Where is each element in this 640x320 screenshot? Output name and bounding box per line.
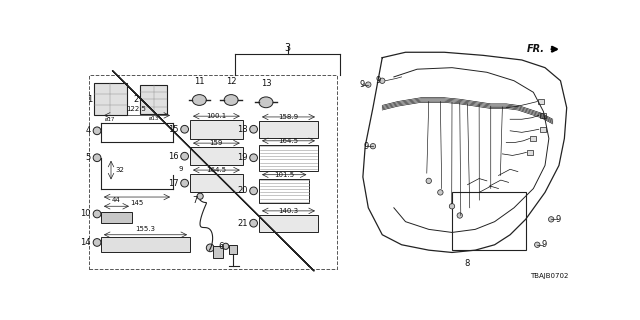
Circle shape — [223, 243, 229, 249]
Circle shape — [250, 187, 257, 195]
Text: ø13: ø13 — [148, 116, 159, 120]
Bar — [90, 75, 337, 269]
Circle shape — [250, 125, 257, 133]
Bar — [527, 150, 533, 155]
Bar — [452, 192, 525, 250]
Text: 7: 7 — [193, 196, 198, 204]
Text: 19: 19 — [237, 153, 248, 162]
Circle shape — [180, 179, 189, 187]
Bar — [190, 147, 243, 165]
Circle shape — [93, 127, 101, 135]
Bar — [540, 113, 546, 118]
Text: 13: 13 — [260, 79, 271, 88]
Text: 2: 2 — [134, 95, 139, 104]
Text: 100.1: 100.1 — [206, 113, 227, 119]
Text: 6: 6 — [218, 242, 223, 251]
Bar — [259, 179, 309, 203]
Text: 16: 16 — [168, 152, 179, 161]
Circle shape — [365, 82, 371, 87]
Text: 12: 12 — [226, 77, 236, 86]
Text: 8: 8 — [465, 259, 470, 268]
Bar — [531, 136, 536, 141]
Text: 159: 159 — [210, 140, 223, 146]
Bar — [538, 99, 544, 104]
Bar — [190, 174, 243, 192]
Text: 155.3: 155.3 — [135, 226, 155, 232]
Text: 11: 11 — [194, 77, 205, 86]
Circle shape — [93, 210, 101, 218]
Bar — [213, 246, 223, 258]
Text: 4: 4 — [86, 126, 91, 135]
Circle shape — [548, 217, 554, 222]
Text: 5: 5 — [86, 153, 91, 162]
Text: 18: 18 — [237, 125, 248, 134]
Text: 3: 3 — [285, 43, 291, 53]
Bar — [259, 121, 318, 138]
Circle shape — [250, 154, 257, 162]
Bar — [540, 127, 546, 132]
Text: 20: 20 — [237, 186, 248, 195]
Bar — [101, 212, 132, 223]
Bar — [259, 215, 318, 232]
Bar — [229, 245, 237, 254]
Circle shape — [380, 78, 385, 84]
Text: 9: 9 — [376, 76, 381, 85]
Text: 9: 9 — [179, 166, 183, 172]
Text: 9: 9 — [364, 142, 369, 151]
Text: 145: 145 — [130, 200, 143, 206]
Text: 101.5: 101.5 — [274, 172, 294, 178]
Text: 164.5: 164.5 — [278, 138, 298, 144]
Text: 14: 14 — [81, 238, 91, 247]
Text: 1: 1 — [87, 95, 92, 104]
Ellipse shape — [259, 97, 273, 108]
Text: ø17: ø17 — [105, 117, 115, 122]
Text: 10: 10 — [81, 210, 91, 219]
Text: 21: 21 — [237, 219, 248, 228]
Text: FR.: FR. — [527, 44, 545, 54]
Circle shape — [206, 244, 214, 252]
Text: 9: 9 — [359, 80, 364, 89]
Text: 32: 32 — [116, 167, 125, 173]
Ellipse shape — [224, 95, 238, 105]
Text: 140.3: 140.3 — [278, 208, 298, 214]
Text: 122.5: 122.5 — [127, 106, 147, 112]
Circle shape — [93, 154, 101, 162]
Bar — [190, 120, 243, 139]
Text: 17: 17 — [168, 179, 179, 188]
Bar — [101, 237, 190, 252]
Ellipse shape — [193, 95, 206, 105]
Text: 44: 44 — [112, 197, 121, 203]
Circle shape — [426, 178, 431, 184]
Text: 9: 9 — [541, 240, 547, 249]
Circle shape — [180, 125, 189, 133]
Circle shape — [438, 190, 443, 195]
Circle shape — [180, 152, 189, 160]
Circle shape — [534, 242, 540, 247]
Circle shape — [457, 213, 463, 218]
Bar — [140, 84, 167, 114]
Text: 164.5: 164.5 — [206, 167, 227, 173]
Bar — [259, 145, 318, 171]
Circle shape — [250, 219, 257, 227]
Circle shape — [449, 204, 454, 209]
Circle shape — [370, 143, 376, 149]
Text: 15: 15 — [168, 125, 179, 134]
Text: 158.9: 158.9 — [278, 114, 298, 120]
Bar — [94, 83, 127, 116]
Text: 9: 9 — [555, 215, 561, 224]
Circle shape — [197, 193, 204, 199]
Text: TBAJB0702: TBAJB0702 — [530, 273, 568, 279]
Circle shape — [93, 239, 101, 246]
